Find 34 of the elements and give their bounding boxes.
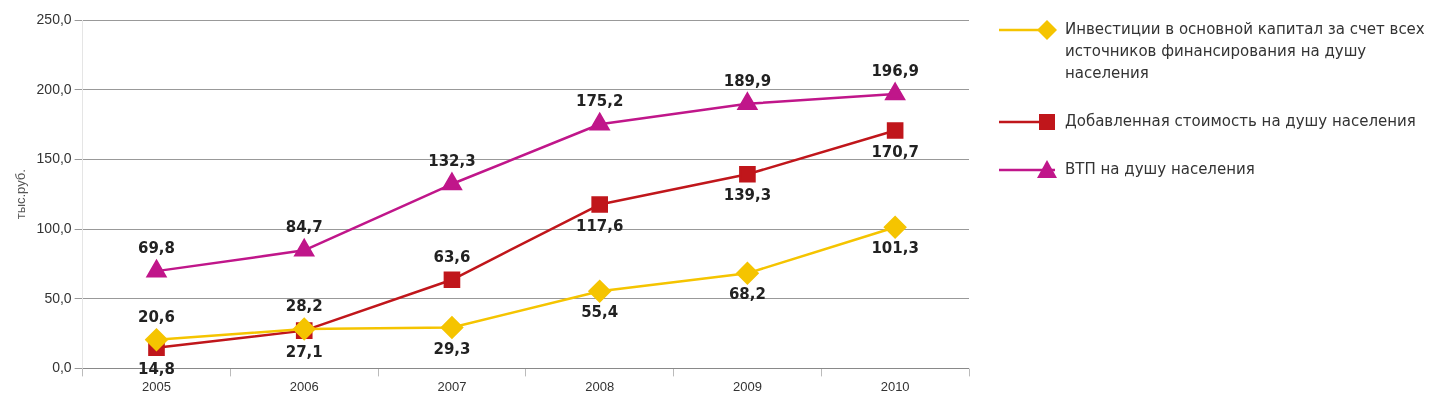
y-axis-title: тыс.руб. — [13, 169, 29, 220]
legend-label: Инвестиции в основной капитал за счет всех источников финансирования на душу населения — [1065, 19, 1425, 82]
data-label: 170,7 — [871, 142, 919, 161]
x-tick-label: 2005 — [142, 378, 171, 394]
y-tick-label: 200,0 — [36, 80, 72, 97]
legend-label: Добавленная стоимость на душу населения — [1065, 111, 1416, 130]
x-tick-label: 2006 — [289, 378, 319, 394]
data-label: 14,8 — [137, 359, 176, 378]
x-tick-label: 2009 — [732, 378, 762, 394]
y-tick-label: 250,0 — [36, 10, 72, 27]
y-tick-label: 100,0 — [36, 219, 72, 236]
data-label: 20,6 — [137, 307, 176, 326]
data-label: 189,9 — [723, 71, 772, 90]
data-label: 63,6 — [433, 247, 471, 266]
data-label: 117,6 — [575, 216, 624, 235]
data-label: 101,3 — [871, 239, 919, 258]
x-tick-label: 2007 — [437, 378, 467, 394]
data-label: 68,2 — [728, 285, 766, 304]
data-label: 139,3 — [723, 186, 772, 205]
data-label: 196,9 — [871, 62, 919, 80]
x-tick-label: 2010 — [880, 378, 910, 394]
data-label: 55,4 — [581, 303, 619, 322]
data-label: 29,3 — [433, 339, 471, 358]
data-label: 28,2 — [285, 297, 323, 316]
x-tick-label: 2008 — [585, 378, 615, 394]
data-label: 175,2 — [575, 92, 624, 111]
y-tick-label: 50,0 — [44, 289, 72, 306]
data-label: 84,7 — [285, 218, 323, 237]
y-tick-label: 150,0 — [36, 150, 72, 167]
data-label: 69,8 — [137, 239, 176, 258]
y-tick-label: 0,0 — [52, 359, 72, 376]
data-label: 132,3 — [428, 152, 476, 171]
data-label: 27,1 — [285, 342, 323, 361]
legend-label: ВТП на душу населения — [1065, 159, 1255, 178]
